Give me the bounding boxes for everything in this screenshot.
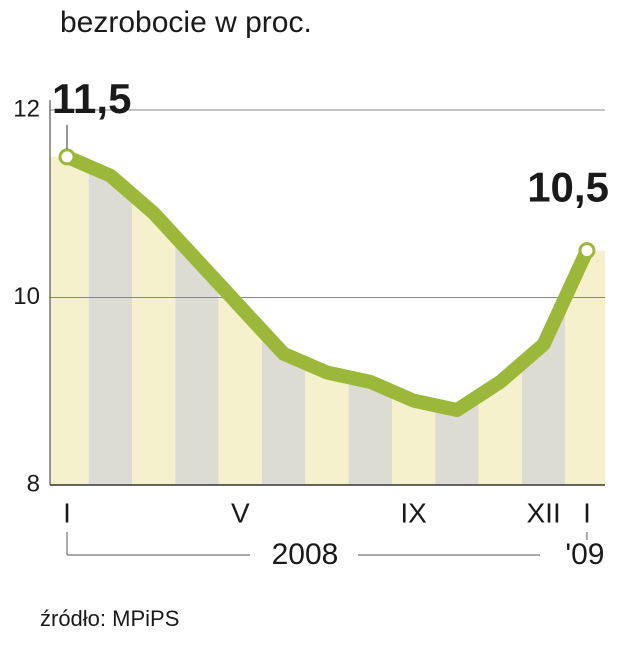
stripe: [175, 156, 219, 485]
stripe: [435, 156, 479, 485]
x-tick-label: I: [583, 497, 591, 528]
x-tick-label: XII: [527, 497, 561, 528]
value-label: 11,5: [52, 75, 131, 122]
year-label: '09: [565, 538, 604, 571]
x-tick-label: I: [63, 497, 71, 528]
stripe: [521, 156, 566, 485]
y-tick-label: 8: [27, 470, 40, 497]
y-tick-label: 10: [13, 283, 40, 310]
line: [60, 149, 594, 417]
stripe: [131, 156, 176, 485]
source: źródło: MPiPS: [40, 606, 179, 631]
year-label: 2008: [272, 538, 339, 571]
stripe: [88, 156, 132, 485]
y-tick-label: 12: [13, 95, 40, 122]
x-tick-label: IX: [400, 497, 427, 528]
stripe: [261, 156, 306, 485]
stripes: [50, 156, 605, 485]
x-tick-label: V: [231, 497, 250, 528]
stripe: [348, 156, 392, 485]
stripe: [305, 156, 349, 485]
point: [58, 148, 76, 166]
stripe: [478, 156, 522, 485]
value-label: 10,5: [527, 164, 609, 211]
chart-title: bezrobocie w proc.: [60, 6, 312, 39]
stripe: [50, 156, 89, 485]
stripe: [391, 156, 436, 485]
point: [578, 242, 596, 260]
